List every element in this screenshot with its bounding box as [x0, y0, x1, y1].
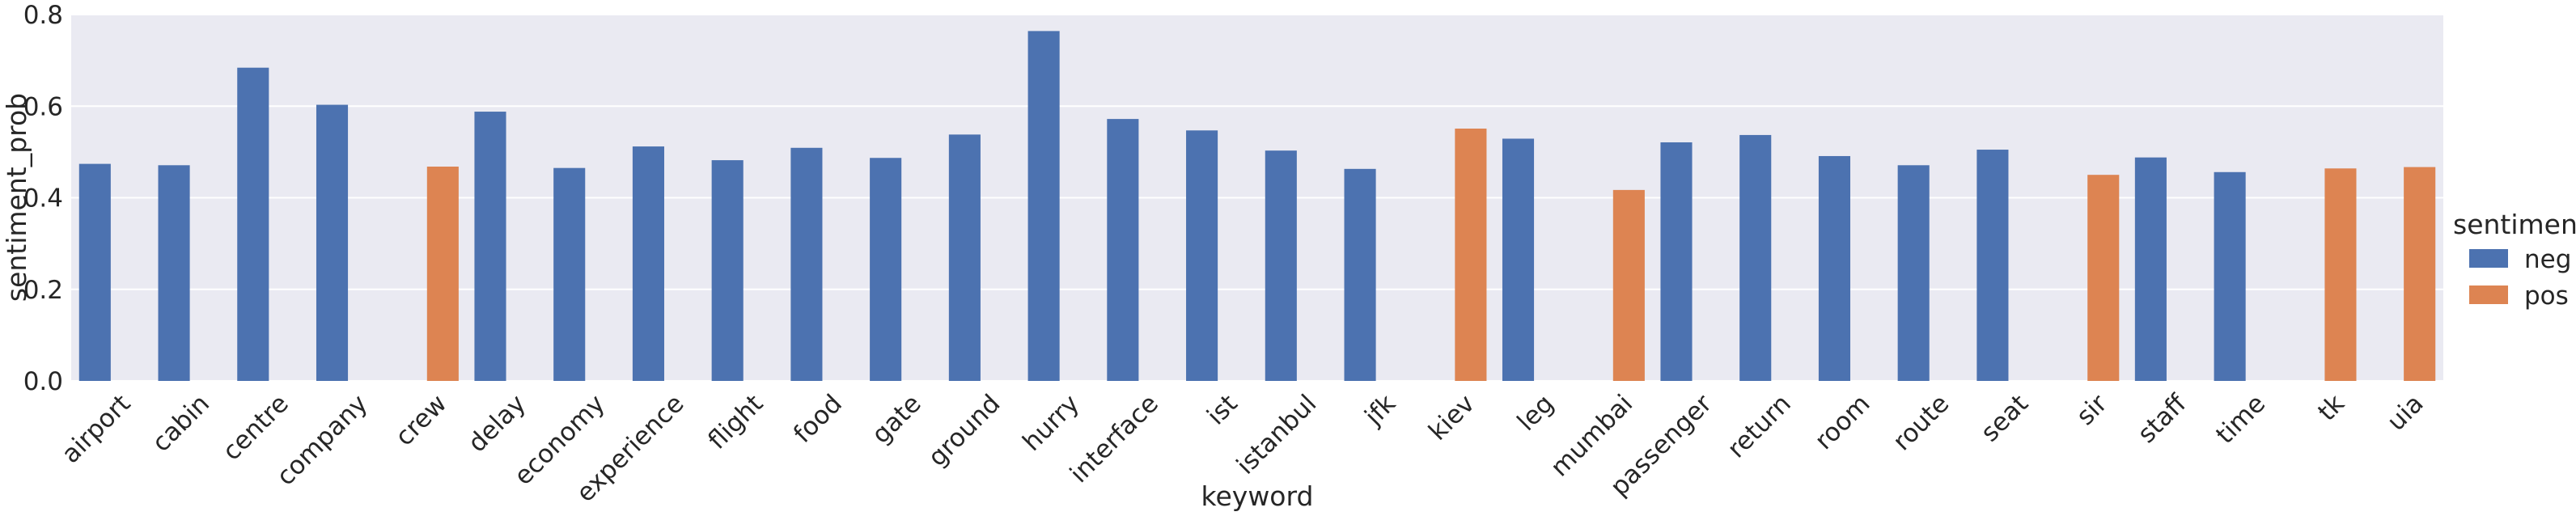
x-tick-label: jfk [1358, 389, 1401, 432]
bar-neg-company [316, 104, 349, 381]
bar-neg-delay [474, 112, 506, 382]
gridlines [71, 14, 2443, 382]
y-tick-label: 0.2 [23, 276, 63, 305]
y-tick-label: 0.8 [23, 1, 63, 30]
y-axis-title: sentiment_prob [1, 93, 32, 302]
bar-pos-kiev [1455, 128, 1487, 381]
bar-neg-interface [1107, 119, 1139, 382]
x-tick-label: food [788, 389, 848, 449]
y-tick-label: 0.0 [23, 367, 63, 396]
bar-neg-cabin [158, 165, 190, 381]
bar-neg-jfk [1344, 168, 1376, 382]
x-tick-label: staff [2132, 389, 2192, 449]
legend-title: sentiment [2453, 209, 2576, 240]
x-tick-label: crew [390, 389, 452, 451]
x-tick-label: sir [2071, 389, 2113, 431]
legend-swatch-pos [2469, 285, 2508, 304]
x-tick-label: leg [1512, 389, 1560, 437]
bar-neg-passenger [1660, 142, 1693, 381]
bar-neg-ist [1186, 130, 1218, 382]
x-tick-label: istanbul [1231, 389, 1323, 480]
bar-neg-experience [632, 146, 664, 381]
x-tick-label: kiev [1423, 389, 1481, 446]
x-tick-label: time [2210, 389, 2271, 450]
x-tick-label: hurry [1017, 389, 1085, 457]
x-tick-label: cabin [146, 389, 215, 458]
bar-neg-return [1739, 134, 1772, 381]
x-tick-label: delay [463, 389, 532, 458]
legend: sentiment neg pos [2453, 209, 2576, 311]
bar-neg-flight [711, 160, 744, 381]
x-tick-label: gate [866, 389, 927, 450]
x-tick-label: uia [2382, 389, 2430, 437]
bars [78, 31, 2436, 382]
x-tick-label: seat [1976, 389, 2034, 447]
bar-pos-mumbai [1612, 189, 1645, 381]
y-tick-label: 0.4 [23, 184, 63, 214]
x-tick-label: flight [702, 389, 769, 455]
x-tick-label: route [1888, 389, 1955, 456]
bar-neg-route [1897, 165, 1930, 381]
x-tick-label: centre [217, 389, 294, 467]
bar-neg-istanbul [1265, 150, 1297, 381]
bar-neg-room [1818, 155, 1850, 381]
bar-neg-economy [553, 167, 586, 381]
bar-pos-tk [2324, 168, 2357, 381]
bar-neg-leg [1502, 138, 1535, 382]
legend-label-neg: neg [2524, 245, 2571, 274]
bar-pos-uia [2404, 167, 2436, 381]
bar-neg-food [790, 147, 823, 381]
y-axis-ticks: 0.0 0.2 0.4 0.6 0.8 [23, 1, 63, 396]
bar-neg-airport [78, 163, 111, 381]
bar-neg-staff [2134, 157, 2167, 382]
bar-neg-centre [237, 67, 269, 381]
x-tick-label: airport [56, 389, 136, 469]
bar-neg-gate [870, 158, 902, 381]
x-tick-label: ground [922, 389, 1006, 472]
x-tick-label: return [1722, 389, 1796, 463]
x-tick-label: ist [1201, 389, 1244, 431]
x-tick-label: room [1809, 389, 1875, 455]
bar-pos-crew [426, 166, 459, 381]
x-axis-title: keyword [1201, 480, 1314, 512]
legend-swatch-neg [2469, 249, 2508, 268]
x-tick-label: tk [2312, 389, 2350, 427]
legend-label-pos: pos [2524, 281, 2569, 311]
y-tick-label: 0.6 [23, 92, 63, 121]
bar-neg-time [2214, 171, 2246, 382]
bar-pos-sir [2087, 175, 2120, 381]
bar-neg-seat [1976, 150, 2009, 381]
bar-neg-hurry [1027, 31, 1060, 381]
bar-neg-ground [948, 134, 981, 382]
